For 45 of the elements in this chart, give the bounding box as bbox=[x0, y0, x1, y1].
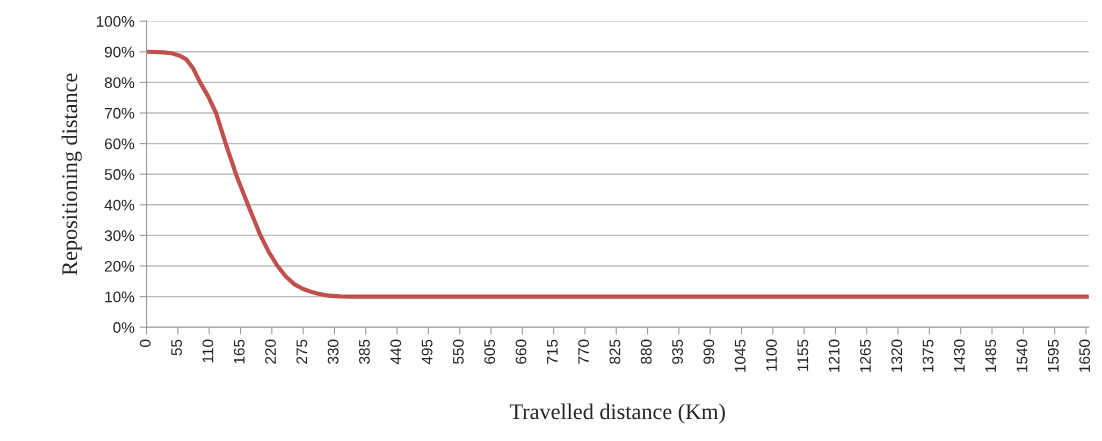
x-tick-label: 330 bbox=[327, 339, 339, 364]
x-tick-label: 1540 bbox=[1016, 339, 1028, 372]
x-tick-label: 715 bbox=[547, 339, 558, 364]
x-tick-label: 1430 bbox=[953, 339, 965, 372]
x-tick-label: 880 bbox=[640, 339, 652, 364]
x-tick-label: 1045 bbox=[734, 339, 746, 372]
x-tick-label: 165 bbox=[233, 339, 245, 364]
x-tick-label: 1320 bbox=[891, 339, 903, 372]
y-tick-label: 30% bbox=[104, 230, 135, 242]
x-tick-label: 1100 bbox=[766, 339, 777, 371]
y-tick-label: 20% bbox=[104, 260, 135, 272]
y-tick-label: 10% bbox=[105, 291, 135, 303]
y-tick-label: 50% bbox=[104, 169, 135, 180]
x-tick-label: 55 bbox=[171, 339, 182, 356]
x-tick-label: 605 bbox=[484, 339, 496, 364]
x-tick-label: 935 bbox=[672, 339, 683, 364]
x-tick-label: 1650 bbox=[1079, 339, 1091, 372]
x-tick-label: 440 bbox=[390, 339, 402, 365]
y-tick-label: 80% bbox=[104, 77, 135, 89]
x-tick-label: 220 bbox=[265, 339, 276, 364]
x-tick-label: 1210 bbox=[828, 339, 840, 372]
y-tick-label: 40% bbox=[104, 199, 135, 211]
x-tick-label: 1265 bbox=[860, 339, 871, 372]
y-tick-label: 90% bbox=[104, 46, 135, 58]
x-tick-label: 1485 bbox=[985, 339, 997, 372]
y-axis-title: Repositioning distance bbox=[61, 73, 82, 276]
x-tick-label: 1595 bbox=[1047, 339, 1059, 372]
x-tick-label: 495 bbox=[421, 339, 433, 365]
y-tick-label: 70% bbox=[104, 107, 135, 119]
x-tick-label: 550 bbox=[452, 339, 464, 364]
x-axis-title: Travelled distance (Km) bbox=[509, 403, 725, 424]
y-tick-label: 60% bbox=[104, 138, 135, 150]
x-tick-label: 660 bbox=[515, 339, 527, 364]
x-tick-label: 770 bbox=[578, 339, 590, 364]
y-tick-label: 100% bbox=[96, 16, 135, 27]
y-tick-label: 0% bbox=[113, 322, 135, 333]
x-tick-label: 0 bbox=[139, 339, 151, 347]
x-tick-label: 990 bbox=[703, 339, 715, 364]
x-tick-label: 1155 bbox=[797, 339, 809, 371]
x-tick-label: 275 bbox=[296, 339, 308, 364]
x-tick-label: 110 bbox=[202, 339, 214, 363]
x-tick-label: 825 bbox=[609, 339, 621, 364]
x-tick-label: 385 bbox=[359, 339, 370, 364]
line-series bbox=[146, 49, 1089, 299]
x-tick-label: 1375 bbox=[922, 339, 934, 372]
